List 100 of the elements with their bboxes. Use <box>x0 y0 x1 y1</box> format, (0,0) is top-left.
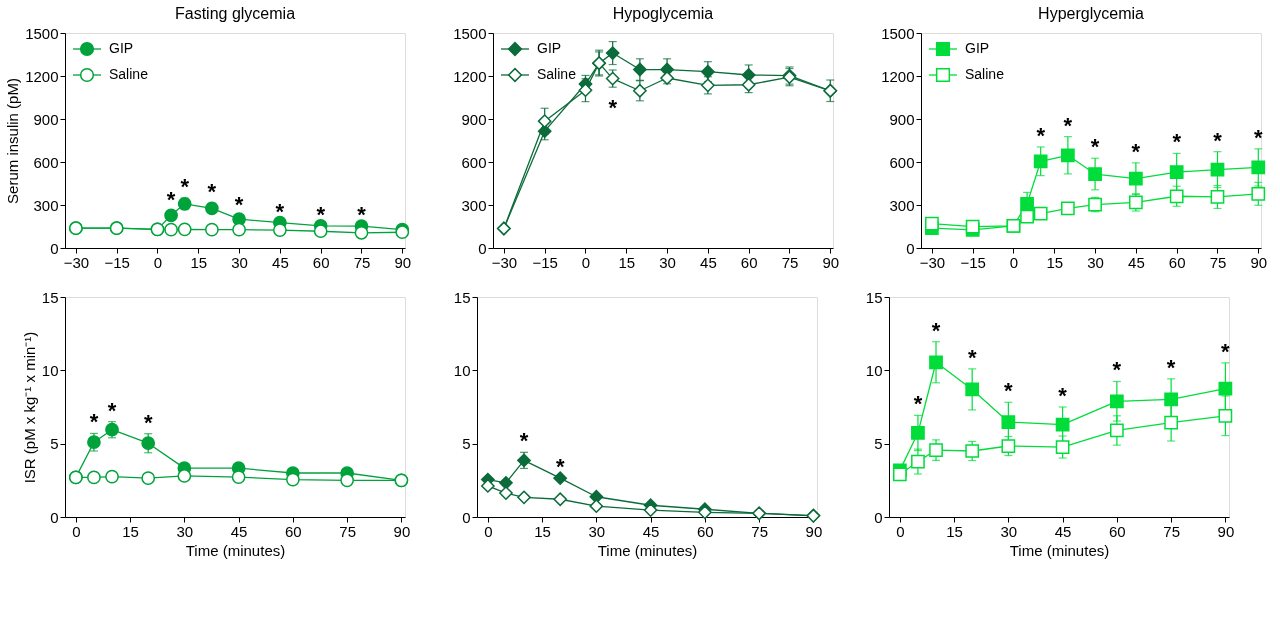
annotation: * <box>1090 134 1100 160</box>
x-tick-label: 75 <box>339 522 356 540</box>
x-tick-label: 90 <box>394 253 412 271</box>
x-tick-label: 60 <box>1109 522 1126 540</box>
x-tick-label: 30 <box>659 253 676 271</box>
x-tick-label: 90 <box>1217 522 1235 540</box>
x-tick-label: 60 <box>740 253 758 271</box>
legend-label: Saline <box>109 66 149 82</box>
x-tick-label: 30 <box>1087 253 1104 271</box>
y-tick-label: 5 <box>462 435 471 453</box>
x-tick-label: 60 <box>285 522 302 540</box>
x-axis-title: Time (minutes) <box>597 541 698 559</box>
x-tick-label: 75 <box>781 253 799 271</box>
y-tick-label: 0 <box>462 508 471 526</box>
x-tick-label: −30 <box>63 253 90 271</box>
y-tick-label: 15 <box>41 288 59 306</box>
y-tick-label: 5 <box>874 435 883 453</box>
annotation: * <box>357 202 367 228</box>
y-axis-title: ISR (pM x kg⁻¹ x min⁻¹) <box>20 331 38 484</box>
y-tick-label: 0 <box>478 239 487 257</box>
annotation: * <box>1004 378 1014 404</box>
x-tick-label: 90 <box>822 253 840 271</box>
y-tick-label: 5 <box>50 435 59 453</box>
y-tick-label: 0 <box>50 508 59 526</box>
y-tick-label: 0 <box>874 508 883 526</box>
x-tick-label: 75 <box>353 253 371 271</box>
annotation: * <box>608 95 618 121</box>
y-tick-label: 10 <box>41 361 59 379</box>
annotation: * <box>180 174 190 200</box>
legend-label: Saline <box>537 66 577 82</box>
x-tick-label: 15 <box>618 253 636 271</box>
x-tick-label: 75 <box>1163 522 1180 540</box>
y-tick-label: 1500 <box>881 24 915 42</box>
x-tick-label: 90 <box>805 522 823 540</box>
y-tick-label: 0 <box>50 239 59 257</box>
chart-title: Fasting glycemia <box>174 5 296 22</box>
annotation: * <box>555 454 565 480</box>
y-axis-title: Serum insulin (pM) <box>4 78 22 204</box>
y-tick-label: 900 <box>889 110 915 128</box>
y-tick-label: 1200 <box>25 67 59 85</box>
y-tick-label: 300 <box>461 196 487 214</box>
x-tick-label: 90 <box>393 522 411 540</box>
x-tick-label: −15 <box>104 253 130 271</box>
chart-title: Hyperglycemia <box>1038 5 1145 22</box>
legend-label: GIP <box>537 40 562 56</box>
annotation: * <box>234 192 244 218</box>
annotation: * <box>166 187 176 213</box>
x-tick-label: 0 <box>72 522 81 540</box>
annotation: * <box>143 409 153 435</box>
y-tick-label: 1500 <box>453 24 487 42</box>
x-tick-label: 45 <box>700 253 717 271</box>
y-tick-label: 300 <box>889 196 915 214</box>
x-tick-label: 30 <box>231 253 248 271</box>
y-tick-label: 900 <box>461 110 487 128</box>
y-tick-label: 10 <box>453 361 471 379</box>
x-tick-label: 0 <box>153 253 163 271</box>
y-tick-label: 600 <box>33 153 59 171</box>
y-tick-label: 600 <box>889 153 915 171</box>
annotation: * <box>1063 112 1073 138</box>
y-tick-label: 10 <box>865 361 883 379</box>
x-axis-title: Time (minutes) <box>1009 541 1110 559</box>
x-tick-label: 30 <box>176 522 194 540</box>
annotation: * <box>1213 127 1223 153</box>
legend-label: GIP <box>109 40 134 56</box>
y-tick-label: 1200 <box>453 67 487 85</box>
y-tick-label: 15 <box>453 288 471 306</box>
annotation: * <box>1221 338 1231 364</box>
x-tick-label: 15 <box>122 522 139 540</box>
annotation: * <box>913 391 923 417</box>
x-tick-label: 0 <box>581 253 591 271</box>
annotation: * <box>1036 122 1046 148</box>
x-tick-label: 15 <box>190 253 208 271</box>
x-tick-label: −15 <box>960 253 986 271</box>
annotation: * <box>1112 357 1122 383</box>
annotation: * <box>89 409 99 435</box>
annotation: * <box>316 201 326 227</box>
y-tick-label: 1500 <box>25 24 59 42</box>
x-tick-label: 90 <box>1250 253 1268 271</box>
annotation: * <box>1254 124 1263 150</box>
x-tick-label: 15 <box>946 522 963 540</box>
x-tick-label: 45 <box>1054 522 1072 540</box>
y-tick-label: 900 <box>33 110 59 128</box>
x-tick-label: −15 <box>532 253 558 271</box>
x-tick-label: 45 <box>1128 253 1145 271</box>
x-tick-label: 45 <box>272 253 289 271</box>
x-tick-label: −30 <box>919 253 946 271</box>
annotation: * <box>931 317 941 343</box>
y-tick-label: 600 <box>461 153 487 171</box>
x-tick-label: 0 <box>1009 253 1019 271</box>
x-tick-label: 60 <box>697 522 714 540</box>
annotation: * <box>1058 383 1068 408</box>
x-tick-label: 30 <box>1000 522 1018 540</box>
x-tick-label: 45 <box>230 522 248 540</box>
annotation: * <box>275 198 285 224</box>
annotation: * <box>1166 354 1176 380</box>
x-tick-label: 75 <box>1209 253 1227 271</box>
x-tick-label: 60 <box>1168 253 1186 271</box>
annotation: * <box>107 397 117 423</box>
y-tick-label: 1200 <box>881 67 915 85</box>
legend-label: Saline <box>965 66 1005 82</box>
